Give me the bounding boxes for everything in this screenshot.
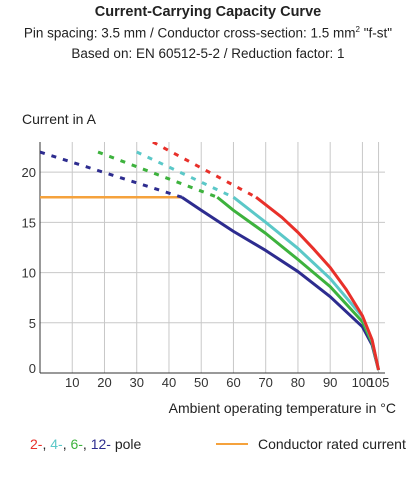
legend-pole-4: 4-: [50, 436, 63, 452]
rated-current-label: Conductor rated current: [258, 436, 406, 452]
rated-current-swatch: [216, 443, 248, 445]
x-tick-label: 100: [352, 375, 374, 390]
x-tick-label: 60: [226, 375, 240, 390]
series-12-pole-line: [181, 195, 381, 371]
series-4-pole-line: [232, 196, 381, 371]
y-tick-label: 0: [29, 361, 36, 376]
pin-spacing-text: Pin spacing: 3.5 mm / Conductor cross-se…: [23, 25, 356, 41]
x-tick-label: 10: [65, 375, 79, 390]
legend-pole-2: 2-: [30, 436, 43, 452]
series-2-pole-line: [255, 196, 381, 371]
unit-superscript: 2: [355, 25, 360, 34]
x-tick-label: 40: [162, 375, 176, 390]
series-12-pole-dashed: [40, 150, 183, 199]
x-tick-label: 80: [291, 375, 305, 390]
series-4-pole-dashed: [136, 150, 235, 199]
rated-current-legend: Conductor rated current: [216, 436, 406, 452]
x-tick-label: 30: [129, 375, 143, 390]
x-tick-label: 90: [323, 375, 337, 390]
legend-pole-6: 6-: [70, 436, 83, 452]
x-axis-label: Ambient operating temperature in °C: [168, 400, 396, 416]
pole-legend: 2-, 4-, 6-, 12- pole: [30, 436, 142, 452]
x-tick-label: 20: [97, 375, 111, 390]
based-on-subtitle: Based on: EN 60512-5-2 / Reduction facto…: [71, 46, 345, 61]
fst-text: "f-st": [360, 25, 393, 41]
y-tick-label: 10: [22, 266, 36, 281]
series-6-pole-dashed: [97, 150, 218, 199]
y-axis-label: Current in A: [22, 111, 96, 127]
pin-spacing-subtitle: Pin spacing: 3.5 mm / Conductor cross-se…: [0, 25, 416, 41]
x-tick-label: 105: [368, 375, 390, 390]
chart-title: Current-Carrying Capacity Curve: [94, 4, 322, 20]
x-tick-label: 70: [258, 375, 272, 390]
x-tick-label: 50: [194, 375, 208, 390]
y-tick-label: 15: [22, 215, 36, 230]
y-tick-label: 20: [22, 165, 36, 180]
legend-pole-suffix: pole: [114, 436, 142, 452]
series-2-pole-dashed: [152, 142, 257, 199]
legend-pole-12: 12-: [90, 436, 111, 452]
y-tick-label: 5: [29, 316, 36, 331]
